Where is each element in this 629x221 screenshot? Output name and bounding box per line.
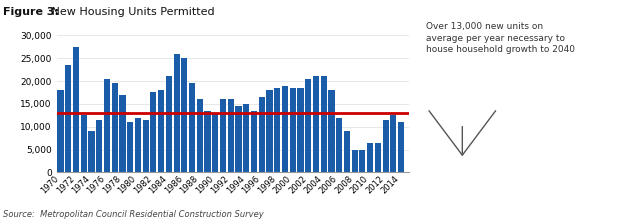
Bar [65,65,71,172]
Text: New Housing Units Permitted: New Housing Units Permitted [48,7,215,17]
Bar [197,99,203,172]
Bar [174,54,180,172]
Bar [150,92,157,172]
Bar [96,120,103,172]
Bar [398,122,404,172]
Bar [212,113,218,172]
Bar [127,122,133,172]
Bar [305,79,311,172]
Bar [289,88,296,172]
Bar [111,83,118,172]
Bar [166,76,172,172]
Bar [298,88,304,172]
Bar [321,76,327,172]
Bar [81,115,87,172]
Bar [313,76,319,172]
Bar [189,83,195,172]
Bar [282,86,288,172]
Bar [120,95,126,172]
Bar [143,120,148,172]
Bar [158,90,164,172]
Bar [57,90,64,172]
Bar [352,150,358,172]
Bar [274,88,281,172]
Bar [220,99,226,172]
Bar [204,111,211,172]
Bar [259,97,265,172]
Text: Over 13,000 new units on
average per year necessary to
house household growth to: Over 13,000 new units on average per yea… [426,22,575,55]
Bar [104,79,110,172]
Text: Source:  Metropolitan Council Residential Construction Survey: Source: Metropolitan Council Residential… [3,210,264,219]
Bar [267,90,272,172]
Bar [336,118,342,172]
Bar [382,120,389,172]
Bar [375,143,381,172]
Bar [359,150,365,172]
Bar [328,90,335,172]
Bar [135,118,141,172]
Bar [344,131,350,172]
Text: Figure 3:: Figure 3: [3,7,59,17]
Bar [235,106,242,172]
Bar [181,58,187,172]
Bar [251,111,257,172]
Bar [88,131,94,172]
Bar [243,104,249,172]
Bar [228,99,234,172]
Bar [367,143,373,172]
Bar [73,47,79,172]
Bar [390,115,396,172]
